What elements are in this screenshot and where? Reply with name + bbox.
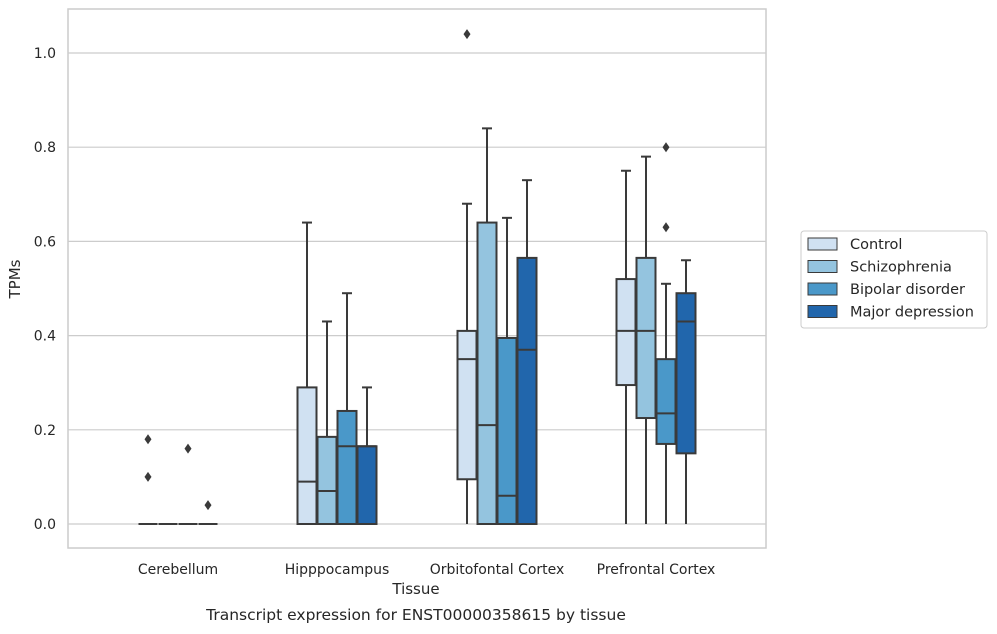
legend-frame	[800, 230, 988, 329]
x-axis-label: Tissue	[391, 580, 439, 598]
outlier-point	[144, 471, 152, 482]
outlier-point	[204, 500, 212, 511]
box-group	[198, 500, 218, 525]
grid-lines	[68, 52, 766, 525]
x-tick-label: Orbitofontal Cortex	[430, 562, 565, 578]
box	[476, 221, 498, 525]
box-group	[655, 142, 677, 524]
legend-label: Bipolar disorder	[850, 282, 965, 298]
y-tick-label: 0.2	[34, 423, 56, 439]
y-tick-label: 1.0	[34, 46, 56, 62]
legend-label: Control	[850, 237, 902, 253]
y-tick-label: 0.0	[34, 517, 56, 533]
outlier-point	[662, 142, 670, 153]
box-group	[675, 259, 697, 524]
box	[296, 386, 318, 525]
x-tick-label: Hipppocampus	[285, 562, 390, 578]
box-group	[635, 155, 657, 524]
chart-caption: Transcript expression for ENST0000035861…	[206, 606, 626, 624]
y-tick-label: 0.4	[34, 329, 56, 345]
legend-swatch	[807, 282, 838, 296]
y-tick-label: 0.6	[34, 234, 56, 250]
box-group	[316, 320, 338, 525]
box-group	[336, 292, 358, 525]
box	[516, 256, 538, 525]
legend: Control Schizophrenia Bipolar disorder Majo…	[800, 230, 988, 329]
outlier-point	[144, 434, 152, 445]
box	[316, 435, 338, 525]
x-tick-label: Cerebellum	[138, 562, 218, 578]
plot-frame	[67, 8, 767, 549]
outlier-point	[463, 29, 471, 40]
box	[336, 409, 358, 525]
outlier-point	[662, 222, 670, 233]
box	[675, 292, 697, 455]
y-axis-label: TPMs	[6, 259, 24, 299]
box-plots	[138, 29, 697, 525]
legend-swatch	[807, 237, 838, 251]
legend-swatch	[807, 260, 838, 273]
box-group	[178, 443, 198, 525]
box-group	[476, 127, 498, 525]
x-tick-labels: Cerebellum Hipppocampus Orbitofontal Corte…	[138, 562, 715, 578]
box-group	[296, 221, 318, 525]
box-group	[615, 169, 637, 524]
y-tick-label: 0.8	[34, 140, 56, 156]
box	[456, 329, 478, 481]
x-tick-label: Prefrontal Cortex	[597, 562, 716, 578]
legend-swatch	[807, 305, 838, 318]
y-tick-labels: 0.0 0.2 0.4 0.6 0.8 1.0	[34, 46, 56, 533]
box	[635, 256, 657, 420]
box-group	[456, 29, 478, 524]
outlier-point	[184, 443, 192, 454]
box-group	[138, 434, 158, 525]
box-group	[516, 179, 538, 525]
box	[655, 358, 677, 445]
box	[615, 278, 637, 387]
box-group	[496, 216, 518, 525]
legend-label: Schizophrenia	[850, 260, 952, 276]
legend-label: Major depression	[850, 305, 974, 321]
box	[356, 445, 378, 525]
box-group	[356, 386, 378, 525]
